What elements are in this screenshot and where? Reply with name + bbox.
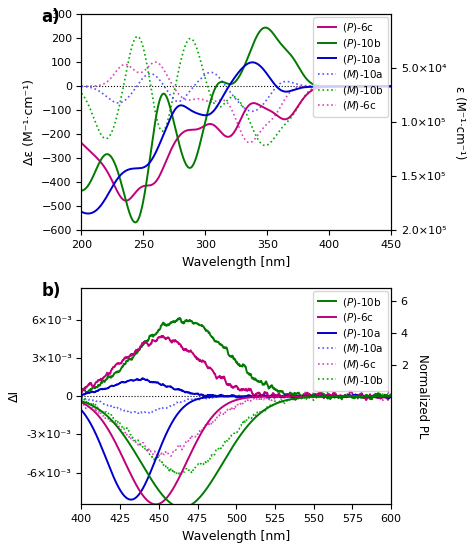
- Text: b): b): [41, 282, 61, 300]
- X-axis label: Wavelength [nm]: Wavelength [nm]: [182, 530, 291, 543]
- X-axis label: Wavelength [nm]: Wavelength [nm]: [182, 256, 291, 268]
- Legend: $(P)$-6c, $(P)$-10b, $(P)$-10a, $(M)$-10a, $(M)$-10b, $(M)$-6c: $(P)$-6c, $(P)$-10b, $(P)$-10a, $(M)$-10…: [313, 17, 388, 117]
- Text: a): a): [41, 8, 60, 26]
- Y-axis label: Normalized PL: Normalized PL: [416, 354, 428, 439]
- Y-axis label: ΔI: ΔI: [9, 390, 21, 402]
- Y-axis label: ε (M⁻¹·cm⁻¹): ε (M⁻¹·cm⁻¹): [453, 85, 465, 159]
- Y-axis label: Δε (M⁻¹·cm⁻¹): Δε (M⁻¹·cm⁻¹): [23, 79, 36, 165]
- Legend: $(P)$-10b, $(P)$-6c, $(P)$-10a, $(M)$-10a, $(M)$-6c, $(M)$-10b: $(P)$-10b, $(P)$-6c, $(P)$-10a, $(M)$-10…: [313, 291, 388, 391]
